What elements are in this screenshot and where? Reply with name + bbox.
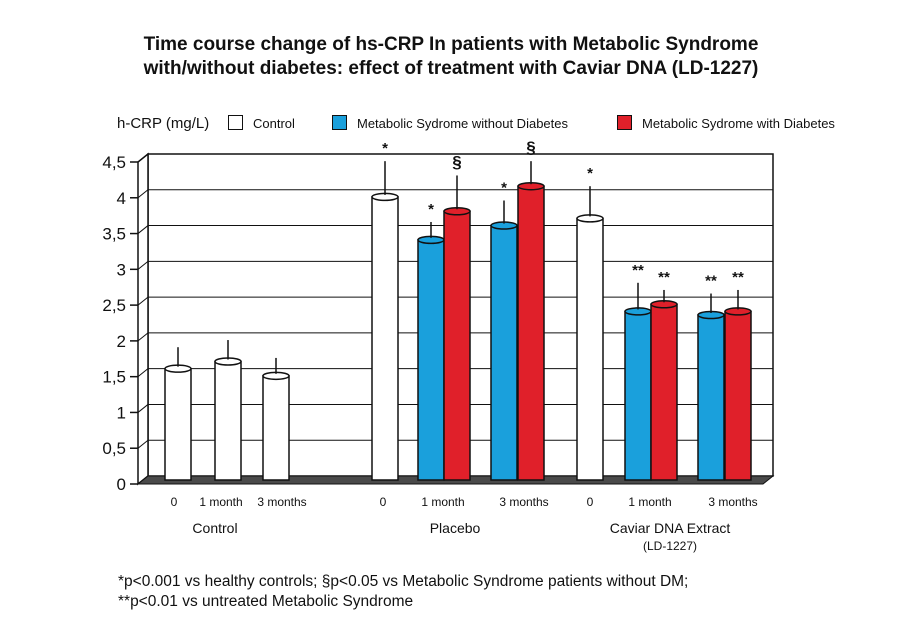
- bar: [624, 310, 652, 481]
- bar: [650, 303, 678, 481]
- x-tick-label: 0: [380, 495, 387, 509]
- significance-mark: *: [501, 180, 507, 197]
- bar: [724, 310, 752, 481]
- significance-mark: *: [382, 140, 388, 157]
- legend-label-ms-no-diabetes: Metabolic Sydrome without Diabetes: [357, 116, 568, 131]
- x-tick-label: 1 month: [628, 495, 671, 509]
- footnote: *p<0.001 vs healthy controls; §p<0.05 vs…: [118, 572, 688, 612]
- x-group-sublabel: (LD-1227): [643, 539, 697, 553]
- x-tick-label: 1 month: [421, 495, 464, 509]
- gridline-side: [137, 225, 149, 234]
- x-tick-label: 0: [587, 495, 594, 509]
- gridline-side: [137, 296, 149, 306]
- significance-mark: *: [587, 165, 593, 182]
- left-wall: [137, 152, 149, 486]
- bar: [262, 375, 290, 481]
- significance-mark: **: [632, 262, 644, 279]
- bar: [371, 196, 399, 481]
- y-tick-label: 3,5: [102, 225, 126, 244]
- bar: [164, 367, 192, 481]
- y-tick-label: 1,5: [102, 368, 126, 387]
- significance-mark: §: [526, 138, 535, 157]
- chart-title: Time course change of hs-CRP In patients…: [0, 33, 902, 81]
- gridline-side: [137, 332, 149, 342]
- legend-label-control: Control: [253, 116, 295, 131]
- bar: [697, 314, 725, 481]
- x-tick-label: 3 months: [257, 495, 306, 509]
- y-tick-label: 0: [117, 475, 126, 494]
- footnote-line2: **p<0.01 vs untreated Metabolic Syndrome: [118, 593, 414, 610]
- bar: [576, 217, 604, 481]
- significance-mark: *: [428, 201, 434, 218]
- x-tick-label: 3 months: [499, 495, 548, 509]
- bar: [490, 224, 518, 481]
- x-tick-label: 0: [171, 495, 178, 509]
- y-tick-label: 4,5: [102, 153, 126, 172]
- legend-swatch-ms-no-diabetes: [332, 115, 347, 130]
- x-group-label: Placebo: [430, 520, 481, 536]
- bar: [517, 185, 545, 481]
- x-group-label: Caviar DNA Extract: [610, 520, 731, 536]
- chart-title-line1: Time course change of hs-CRP In patients…: [143, 34, 759, 55]
- x-group-label: Control: [192, 520, 237, 536]
- y-tick-label: 4: [117, 189, 126, 208]
- gridline-side: [137, 404, 149, 413]
- y-axis-label: h-CRP (mg/L): [117, 115, 210, 132]
- x-tick-label: 1 month: [199, 495, 242, 509]
- legend-swatch-control: [228, 115, 243, 130]
- legend-label-ms-diabetes: Metabolic Sydrome with Diabetes: [642, 116, 835, 131]
- bar: [214, 360, 242, 481]
- bar: [417, 239, 445, 481]
- bar: [443, 210, 471, 481]
- y-tick-label: 2: [117, 332, 126, 351]
- gridline-side: [137, 153, 149, 163]
- gridline-side: [137, 260, 149, 270]
- footnote-line1: *p<0.001 vs healthy controls; §p<0.05 vs…: [118, 573, 689, 590]
- gridline-side: [137, 189, 149, 199]
- chart-title-line2: with/without diabetes: effect of treatme…: [143, 58, 759, 79]
- significance-mark: **: [732, 269, 744, 286]
- gridline-side: [137, 368, 149, 378]
- y-tick-label: 3: [117, 260, 126, 279]
- legend-swatch-ms-diabetes: [617, 115, 632, 130]
- gridline-side: [137, 439, 149, 449]
- y-tick-label: 1: [117, 403, 126, 422]
- y-tick-label: 0,5: [102, 439, 126, 458]
- significance-mark: **: [705, 273, 717, 290]
- significance-mark: **: [658, 269, 670, 286]
- x-tick-label: 3 months: [708, 495, 757, 509]
- significance-mark: §: [452, 152, 461, 171]
- y-tick-label: 2,5: [102, 296, 126, 315]
